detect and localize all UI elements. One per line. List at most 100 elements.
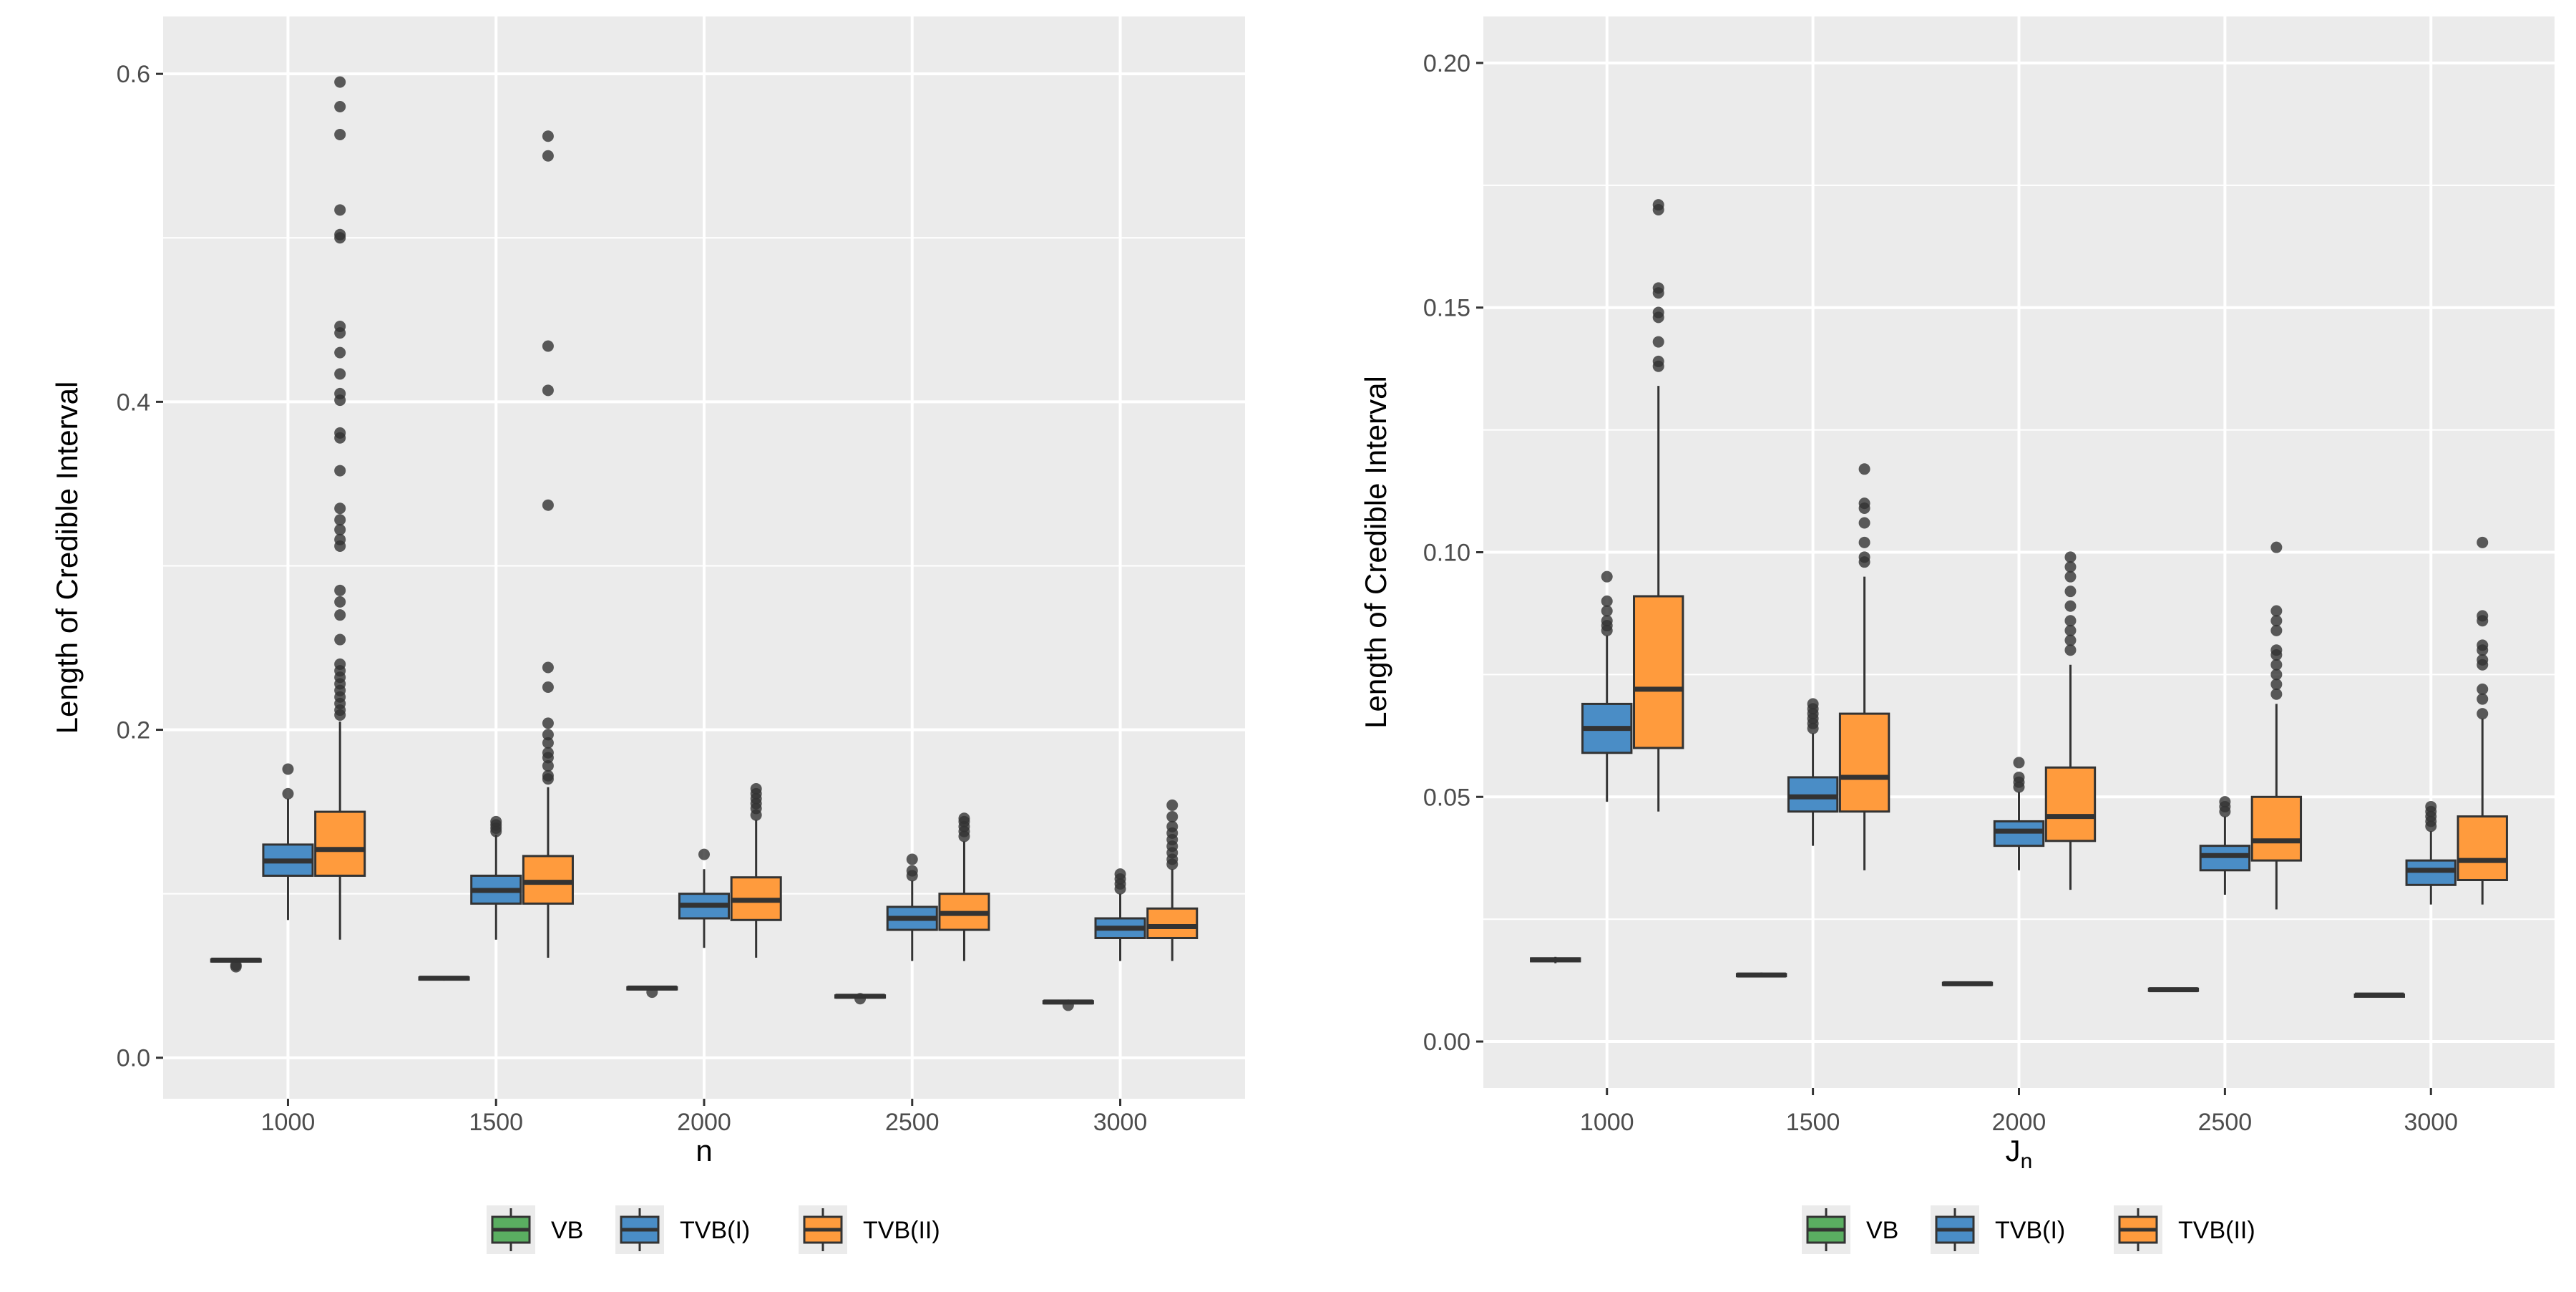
legend-item-VB: VB bbox=[1802, 1205, 1898, 1254]
outlier-point bbox=[2270, 644, 2283, 656]
outlier-point bbox=[542, 769, 554, 782]
outlier-point bbox=[334, 596, 346, 608]
x-axis-title: Jn bbox=[2006, 1134, 2033, 1173]
box-TVB(II)-2000 bbox=[2044, 551, 2097, 890]
x-tick-label: 2000 bbox=[1992, 1109, 2046, 1136]
iqr-box bbox=[2250, 795, 2303, 862]
outlier-point bbox=[334, 609, 346, 621]
y-tick-label: 0.20 bbox=[1423, 50, 1470, 77]
legend-label: TVB(I) bbox=[1995, 1217, 2065, 1244]
iqr-box bbox=[314, 810, 366, 877]
y-axis-title: Length of Credible Interval bbox=[50, 382, 84, 734]
outlier-point bbox=[1166, 810, 1179, 822]
outlier-point bbox=[542, 747, 554, 759]
box-VB-1500 bbox=[418, 976, 470, 981]
box-TVB(II)-1000 bbox=[314, 76, 366, 940]
outlier-point bbox=[334, 387, 346, 399]
outlier-point bbox=[334, 524, 346, 536]
outlier-point bbox=[1166, 820, 1179, 832]
outlier-point bbox=[2064, 561, 2077, 573]
outlier-point bbox=[334, 128, 346, 140]
box-VB-3000 bbox=[1042, 999, 1094, 1011]
outlier-point bbox=[854, 993, 867, 1005]
outlier-point bbox=[2064, 624, 2077, 636]
outlier-point bbox=[542, 681, 554, 693]
outlier-point bbox=[2270, 615, 2283, 627]
outlier-point bbox=[2013, 757, 2025, 769]
outlier-point bbox=[1166, 799, 1179, 811]
chart-left: 0.0 0.2 0.4 0.6 1000 1500 2000 2500 3000 n Length … bbox=[50, 16, 1245, 1254]
outlier-point bbox=[1601, 570, 1613, 583]
outlier-point bbox=[2425, 800, 2437, 812]
outlier-point bbox=[2477, 610, 2489, 622]
outlier-point bbox=[2477, 536, 2489, 548]
x-tick-label: 3000 bbox=[1093, 1109, 1148, 1136]
legend-item-TVB(I): TVB(I) bbox=[1931, 1205, 2065, 1254]
outlier-point bbox=[2270, 679, 2283, 691]
outlier-point bbox=[2064, 615, 2077, 627]
iqr-box bbox=[1146, 907, 1199, 939]
legend-label: TVB(I) bbox=[680, 1217, 750, 1244]
y-tick-label: 0.6 bbox=[117, 61, 150, 88]
legend-item-TVB(II): TVB(II) bbox=[2114, 1205, 2255, 1254]
outlier-point bbox=[2270, 669, 2283, 681]
outlier-point bbox=[1807, 698, 1819, 710]
box-TVB(II)-2000 bbox=[730, 783, 782, 958]
outlier-point bbox=[2064, 570, 2077, 583]
outlier-point bbox=[542, 661, 554, 674]
box-TVB(I)-3000 bbox=[1094, 868, 1146, 961]
outlier-point bbox=[2064, 634, 2077, 646]
outlier-point bbox=[1601, 595, 1613, 607]
outlier-point bbox=[542, 759, 554, 772]
box-VB-1000 bbox=[1530, 956, 1581, 963]
iqr-box bbox=[2044, 766, 2097, 842]
outlier-point bbox=[542, 150, 554, 162]
x-tick-label: 3000 bbox=[2404, 1109, 2458, 1136]
y-tick-label: 0.00 bbox=[1423, 1029, 1470, 1056]
outlier-point bbox=[2477, 708, 2489, 720]
x-tick-label: 1500 bbox=[1786, 1109, 1840, 1136]
box-VB-2500 bbox=[2147, 987, 2200, 993]
outlier-point bbox=[542, 384, 554, 397]
outlier-point bbox=[2270, 541, 2283, 553]
outlier-point bbox=[542, 499, 554, 511]
y-tick-label: 0.4 bbox=[117, 389, 150, 416]
box-TVB(I)-2500 bbox=[2199, 796, 2251, 895]
outlier-point bbox=[750, 783, 762, 795]
box-TVB(I)-2500 bbox=[886, 853, 938, 961]
outlier-point bbox=[1601, 605, 1613, 617]
legend-item-TVB(I): TVB(I) bbox=[615, 1205, 750, 1254]
outlier-point bbox=[2270, 688, 2283, 700]
outlier-point bbox=[282, 763, 294, 775]
box-TVB(II)-1500 bbox=[1838, 463, 1890, 870]
outlier-point bbox=[958, 812, 970, 825]
outlier-point bbox=[334, 502, 346, 515]
outlier-point bbox=[334, 514, 346, 526]
outlier-point bbox=[490, 815, 502, 827]
box-TVB(I)-3000 bbox=[2405, 800, 2457, 905]
outlier-point bbox=[282, 787, 294, 800]
box-VB-2000 bbox=[626, 985, 678, 999]
outlier-point bbox=[230, 959, 242, 971]
outlier-point bbox=[334, 533, 346, 545]
chart-right: 0.00 0.05 0.10 0.15 0.20 1000 1500 2000 2500 3000… bbox=[1359, 16, 2555, 1254]
outlier-point bbox=[542, 737, 554, 749]
outlier-point bbox=[1652, 282, 1664, 294]
box-TVB(I)-1500 bbox=[1787, 698, 1839, 846]
legend-item-TVB(II): TVB(II) bbox=[799, 1205, 940, 1254]
legend-label: TVB(II) bbox=[863, 1217, 940, 1244]
legend: VB TVB(I) TVB(II) bbox=[487, 1205, 940, 1254]
outlier-point bbox=[334, 346, 346, 359]
outlier-point bbox=[906, 853, 918, 865]
outlier-point bbox=[334, 76, 346, 88]
box-TVB(II)-3000 bbox=[1146, 799, 1199, 961]
y-axis-title: Length of Credible Interval bbox=[1359, 376, 1392, 729]
outlier-point bbox=[698, 848, 710, 860]
outlier-point bbox=[906, 865, 918, 877]
box-TVB(I)-1000 bbox=[262, 763, 314, 921]
y-tick-label: 0.15 bbox=[1423, 295, 1470, 322]
iqr-box bbox=[1838, 712, 1890, 813]
outlier-point bbox=[2064, 586, 2077, 598]
